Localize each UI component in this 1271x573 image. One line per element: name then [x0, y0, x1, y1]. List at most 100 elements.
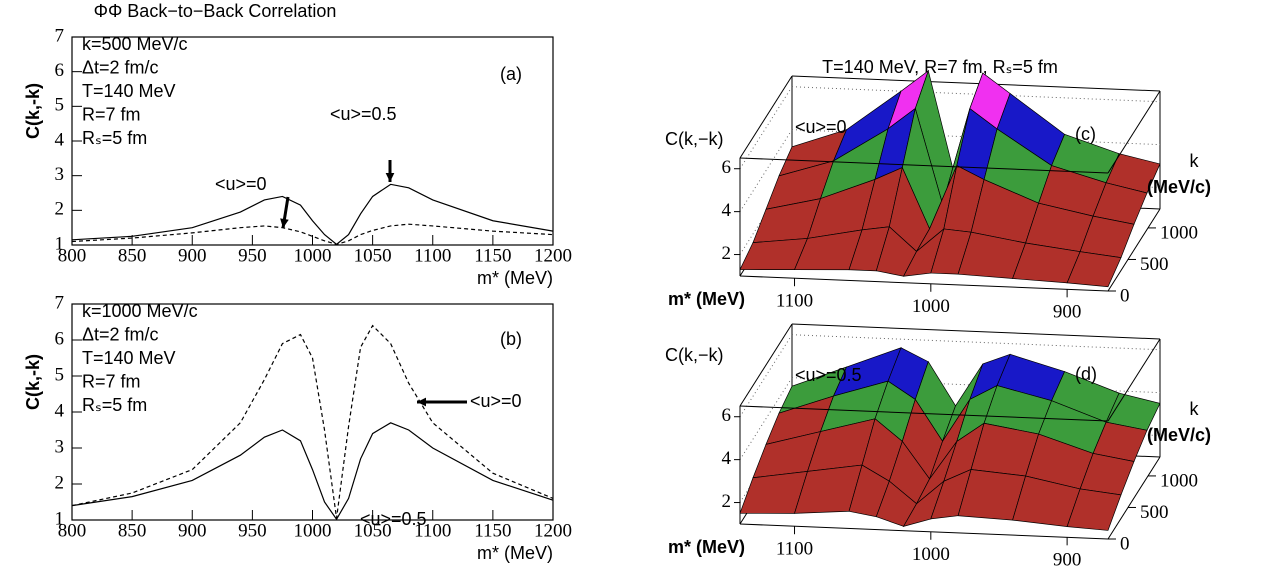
y-tick-label: 7	[55, 292, 65, 313]
grid-line	[739, 377, 793, 460]
x-tick-label: 800	[58, 245, 87, 266]
chart-title: T=140 MeV, R=7 fm, Rₛ=5 fm	[822, 57, 1058, 77]
x-tick-label: 1150	[474, 520, 511, 541]
x-tick-label: 850	[118, 245, 147, 266]
y-axis-unit: (MeV/c)	[1147, 177, 1211, 197]
x-tick-label: 1100	[776, 291, 813, 312]
y-tick-label: 500	[1140, 254, 1169, 275]
x-tick-label: 1200	[534, 245, 572, 266]
note: Δt=2 fm/c	[82, 57, 159, 77]
x-tick-label: 850	[118, 520, 147, 541]
box-edge	[1107, 90, 1161, 174]
x-tick-label: 1000	[294, 245, 332, 266]
arrow-head	[385, 172, 395, 182]
y-tick-label: 3	[55, 164, 65, 185]
note: R=7 fm	[82, 371, 141, 391]
y-tick-label: 1	[55, 508, 65, 529]
surface-patch	[1066, 488, 1122, 531]
box-edge	[739, 75, 793, 159]
note: k=1000 MeV/c	[82, 301, 198, 321]
panel-label: (d)	[1075, 364, 1097, 384]
series-label: <u>=0	[470, 391, 522, 411]
x-tick-label: 900	[178, 520, 207, 541]
line	[71, 324, 554, 519]
x-axis-label: m* (MeV)	[668, 537, 745, 557]
x-tick-label: 1100	[776, 539, 813, 560]
y-axis-unit: (MeV/c)	[1147, 425, 1211, 445]
line	[71, 223, 554, 245]
y-tick-label: 3	[55, 436, 65, 457]
z-tick-label: 2	[722, 243, 732, 264]
surface-patch	[1066, 251, 1122, 288]
line	[71, 183, 554, 246]
x-axis-label: m* (MeV)	[477, 268, 553, 288]
box-edge	[1107, 208, 1161, 292]
z-axis-label: C(k,−k)	[665, 129, 724, 149]
z-tick-label: 6	[722, 157, 732, 178]
box-edge	[739, 157, 1109, 174]
box-edge	[739, 275, 1109, 292]
y-tick-label: 5	[55, 95, 65, 116]
x-tick-label: 1050	[354, 245, 392, 266]
z-tick-label: 2	[722, 491, 732, 512]
note: k=500 MeV/c	[82, 34, 188, 54]
series-label: <u>=0.5	[360, 509, 427, 529]
x-tick-label: 900	[1053, 550, 1082, 571]
series-label: <u>=0.5	[330, 104, 397, 124]
x-tick-label: 1000	[912, 296, 950, 317]
x-tick-label: 1000	[912, 544, 950, 565]
grid-line	[739, 86, 793, 169]
note: R=7 fm	[82, 104, 141, 124]
note: T=140 MeV	[82, 81, 176, 101]
y-axis-label: k	[1190, 399, 1200, 419]
x-tick-label: 1050	[354, 520, 392, 541]
x-tick-label: 950	[238, 520, 267, 541]
box-edge	[739, 323, 793, 407]
y-tick-label: 0	[1120, 533, 1130, 554]
y-tick-label: 6	[55, 60, 65, 81]
x-tick-label: 950	[238, 245, 267, 266]
y-tick-label: 1	[55, 233, 65, 254]
y-tick-label: 2	[55, 199, 65, 220]
annotation: <u>=0	[795, 117, 847, 137]
x-tick-label: 1150	[474, 245, 511, 266]
x-tick-label: 1200	[534, 520, 572, 541]
note: Rₛ=5 fm	[82, 128, 147, 148]
y-tick-label: 2	[55, 472, 65, 493]
y-axis-label: C(k,-k)	[23, 83, 43, 139]
x-tick-label: 900	[178, 245, 207, 266]
note: Rₛ=5 fm	[82, 395, 147, 415]
x-tick-label: 800	[58, 520, 87, 541]
grid-line	[791, 334, 1161, 351]
y-tick-label: 1000	[1160, 222, 1198, 243]
box-edge	[1107, 456, 1161, 540]
y-axis-label: C(k,-k)	[23, 354, 43, 410]
y-tick-label: 4	[55, 129, 65, 150]
box-edge	[791, 75, 1161, 92]
y-tick-label: 5	[55, 364, 65, 385]
x-tick-label: 1100	[414, 245, 451, 266]
z-axis-label: C(k,−k)	[665, 345, 724, 365]
z-tick-label: 4	[722, 448, 732, 469]
x-tick-label: 1100	[414, 520, 451, 541]
chart-title: ΦΦ Back−to−Back Correlation	[94, 1, 337, 21]
z-tick-label: 4	[722, 200, 732, 221]
arrow-head	[417, 397, 427, 407]
y-tick-label: 6	[55, 328, 65, 349]
series-label: <u>=0	[215, 174, 267, 194]
box-edge	[739, 405, 1109, 422]
grid-line	[739, 129, 793, 212]
panel-label: (a)	[500, 64, 522, 84]
x-axis-label: m* (MeV)	[668, 289, 745, 309]
x-axis-label: m* (MeV)	[477, 543, 553, 563]
panel-label: (c)	[1075, 124, 1096, 144]
y-tick-label: 7	[55, 25, 65, 46]
y-tick-label: 500	[1140, 502, 1169, 523]
y-tick-label: 1000	[1160, 470, 1198, 491]
x-tick-label: 1000	[294, 520, 332, 541]
x-tick-label: 900	[1053, 302, 1082, 323]
z-tick-label: 6	[722, 405, 732, 426]
y-tick-label: 0	[1120, 285, 1130, 306]
box-edge	[791, 323, 1161, 340]
